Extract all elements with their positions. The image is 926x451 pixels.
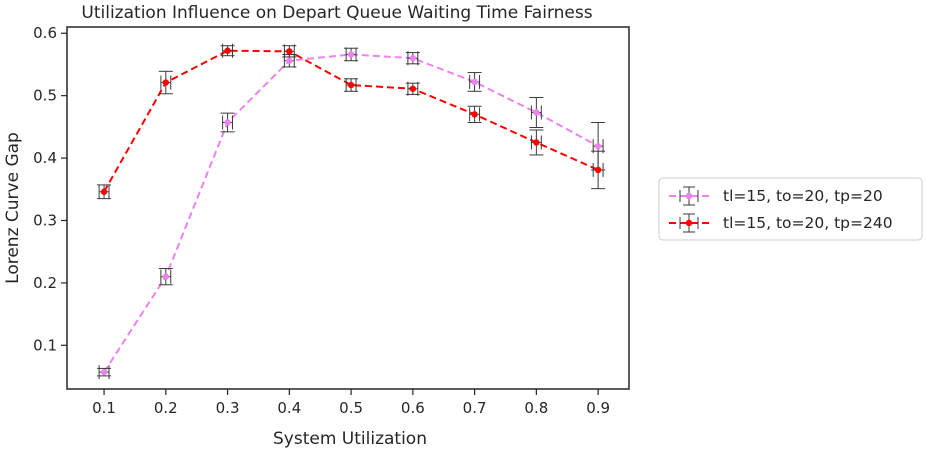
data-point xyxy=(100,188,108,195)
error-bar xyxy=(97,365,112,380)
x-tick-label: 0.5 xyxy=(339,399,363,417)
legend-marker xyxy=(685,192,693,200)
chart-title: Utilization Influence on Depart Queue Wa… xyxy=(81,3,592,23)
x-tick-label: 0.8 xyxy=(524,399,548,417)
data-point xyxy=(471,111,478,118)
plot-frame xyxy=(66,26,630,390)
data-point xyxy=(471,78,478,86)
x-tick-label: 0.6 xyxy=(401,399,425,417)
error-bar xyxy=(529,97,544,128)
series-1 xyxy=(97,47,606,380)
y-tick-label: 0.6 xyxy=(33,24,57,42)
x-tick-label: 0.4 xyxy=(277,399,301,417)
y-tick-label: 0.3 xyxy=(33,211,57,229)
x-tick-label: 0.9 xyxy=(586,399,610,417)
data-point xyxy=(347,51,355,58)
legend-marker xyxy=(685,219,693,227)
legend-label: tl=15, to=20, tp=20 xyxy=(723,187,883,205)
data-point xyxy=(594,143,602,150)
x-tick-label: 0.7 xyxy=(463,399,487,417)
data-point xyxy=(409,85,417,92)
legend-handle-2 xyxy=(669,213,709,233)
y-axis: 0.1 0.2 0.3 0.4 0.5 0.6 xyxy=(33,24,67,354)
y-axis-label: Lorenz Curve Gap xyxy=(3,132,23,284)
x-tick-label: 0.1 xyxy=(92,399,116,417)
x-tick-label: 0.2 xyxy=(154,399,178,417)
data-point xyxy=(224,119,231,126)
series-line xyxy=(103,53,599,373)
data-point xyxy=(286,57,293,64)
legend-handle-1 xyxy=(669,186,709,206)
y-tick-label: 0.5 xyxy=(33,87,57,105)
error-bar xyxy=(344,78,359,93)
series-2 xyxy=(97,43,606,200)
legend-label: tl=15, to=20, tp=240 xyxy=(723,214,893,232)
legend: tl=15, to=20, tp=20 tl=15, to=20, tp=240 xyxy=(658,177,923,241)
y-tick-label: 0.2 xyxy=(33,274,57,292)
data-point xyxy=(100,368,108,376)
x-axis-label: System Utilization xyxy=(273,429,427,449)
data-point xyxy=(533,109,540,116)
plot-area xyxy=(97,43,606,380)
x-axis: 0.1 0.2 0.3 0.4 0.5 0.6 0.7 0.8 0.9 xyxy=(92,389,610,417)
data-point xyxy=(162,273,170,280)
y-tick-label: 0.4 xyxy=(33,149,57,167)
data-point xyxy=(162,79,170,86)
data-point xyxy=(409,55,417,62)
data-point xyxy=(347,81,355,89)
data-point xyxy=(533,139,540,146)
data-point xyxy=(224,47,231,54)
data-point xyxy=(286,48,293,55)
error-bar xyxy=(529,129,544,156)
series-line xyxy=(103,49,599,193)
x-tick-label: 0.3 xyxy=(216,399,240,417)
legend-frame xyxy=(658,177,923,241)
error-bar xyxy=(220,43,235,58)
data-point xyxy=(594,166,602,174)
y-tick-label: 0.1 xyxy=(33,336,57,354)
